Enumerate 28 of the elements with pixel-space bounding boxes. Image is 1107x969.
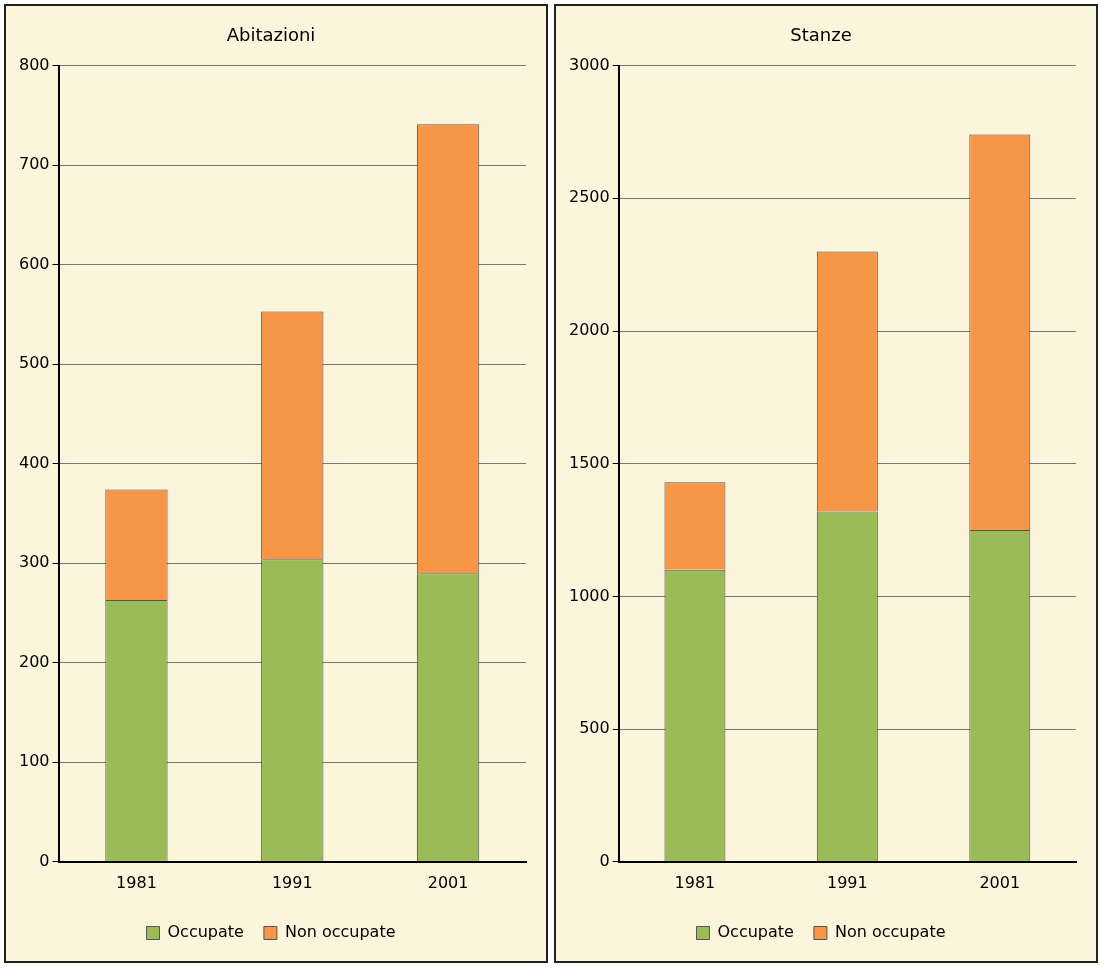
y-tick-label: 600 (18, 253, 50, 273)
chart-title: Abitazioni (226, 24, 316, 46)
x-tick-label: 1981 (674, 872, 716, 892)
y-tick-label: 700 (18, 154, 50, 174)
y-tick-label: 2000 (569, 320, 610, 340)
y-tick-label: 300 (18, 552, 50, 572)
x-tick-label: 1981 (116, 872, 157, 892)
legend-label: Occupate (717, 922, 794, 942)
legend-label: Occupate (167, 922, 244, 942)
y-tick-label: 200 (18, 651, 50, 671)
y-tick-label: 500 (579, 718, 610, 738)
legend-label: Non occupate (284, 922, 396, 942)
chart-title: Stanze (790, 24, 852, 46)
y-tick-label: 0 (39, 850, 50, 870)
x-tick-label: 1991 (271, 872, 313, 892)
x-tick-label: 2001 (979, 872, 1021, 892)
y-tick-label: 1000 (569, 585, 610, 605)
y-tick-label: 3000 (569, 54, 610, 74)
y-tick-label: 1500 (569, 452, 610, 472)
y-tick-label: 100 (18, 751, 50, 771)
y-tick-label: 400 (18, 452, 50, 472)
x-tick-label: 2001 (427, 872, 469, 892)
legend-label: Non occupate (834, 922, 946, 942)
x-tick-label: 1991 (827, 872, 868, 892)
y-tick-label: 800 (18, 54, 50, 74)
y-tick-label: 2500 (569, 187, 610, 207)
y-tick-label: 500 (18, 353, 50, 373)
y-tick-label: 0 (599, 850, 610, 870)
